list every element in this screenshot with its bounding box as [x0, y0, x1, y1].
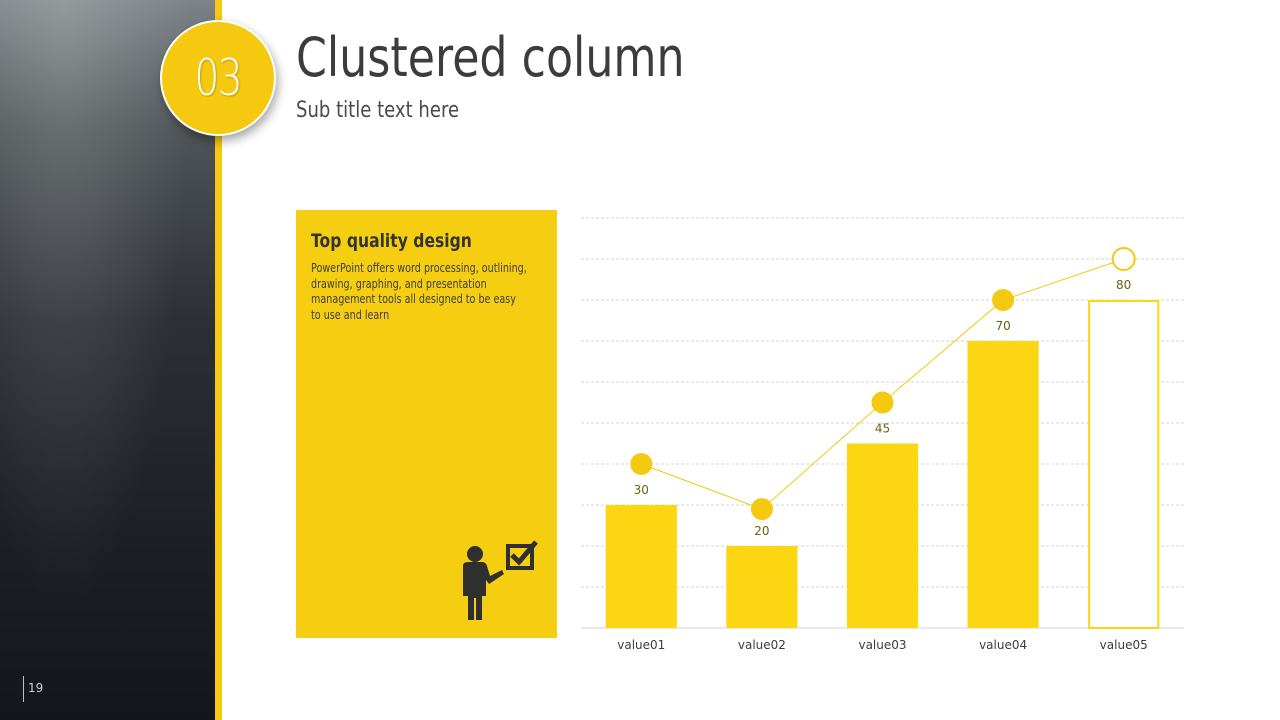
trend-point: [992, 289, 1015, 311]
accent-bar: [215, 0, 222, 720]
bar-value02: [726, 546, 798, 628]
info-card: Top quality design PowerPoint offers wor…: [296, 210, 557, 638]
data-label: 45: [875, 422, 890, 436]
card-title: Top quality design: [311, 230, 472, 252]
bar-value01: [605, 505, 677, 628]
section-number-badge: 03: [160, 20, 276, 136]
trend-point: [1111, 247, 1136, 271]
x-tick-label: value04: [979, 638, 1027, 652]
data-label: 20: [754, 524, 769, 538]
x-tick-label: value01: [617, 638, 665, 652]
bar-value05: [1088, 300, 1160, 629]
presenter-checkmark-icon: [463, 540, 538, 620]
data-label: 80: [1116, 278, 1131, 292]
page-number-divider: [23, 676, 24, 702]
trend-point: [630, 453, 653, 475]
data-label: 70: [995, 319, 1010, 333]
trend-point: [871, 391, 894, 414]
section-number: 03: [194, 49, 243, 107]
trend-point: [750, 498, 773, 521]
clustered-column-chart: 30 value01 20 value02 45 value03 70 value04 80 va…: [581, 217, 1184, 652]
x-tick-label: value05: [1100, 638, 1148, 652]
page-number: 19: [28, 681, 44, 695]
data-label: 30: [634, 483, 649, 497]
slide-title: Clustered column: [296, 26, 685, 89]
bar-value04: [967, 341, 1039, 628]
bar-value03: [846, 443, 919, 628]
card-body: PowerPoint offers word processing, outli…: [311, 261, 527, 322]
slide-subtitle: Sub title text here: [296, 98, 460, 123]
x-tick-label: value02: [738, 638, 786, 652]
x-tick-label: value03: [858, 638, 906, 652]
